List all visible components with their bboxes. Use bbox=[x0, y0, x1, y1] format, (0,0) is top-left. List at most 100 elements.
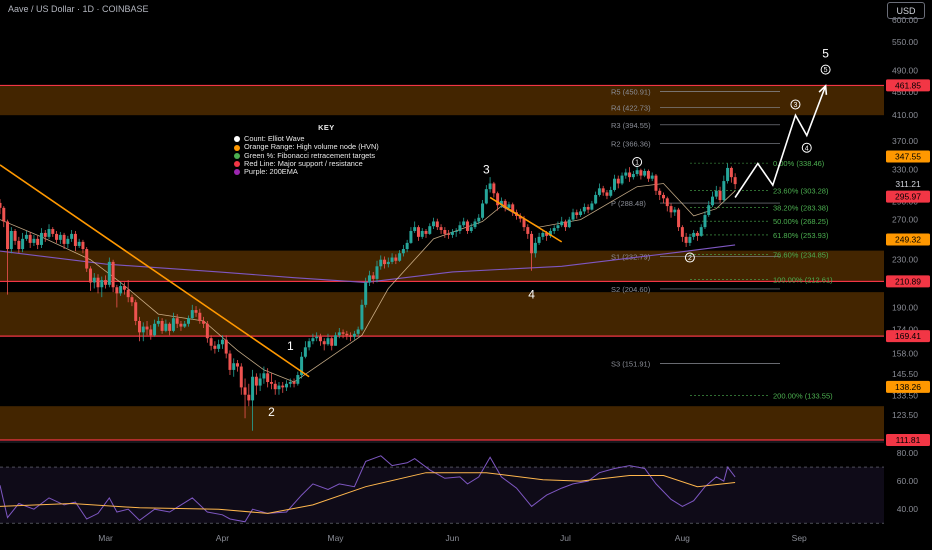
candle bbox=[628, 167, 632, 182]
candle-body bbox=[409, 230, 413, 243]
candle bbox=[665, 196, 669, 212]
candle-body bbox=[92, 277, 96, 283]
candle-body bbox=[416, 227, 420, 237]
candle-body bbox=[662, 194, 666, 199]
candle-body bbox=[729, 167, 733, 178]
price-label-text: 111.81 bbox=[896, 435, 921, 445]
candle bbox=[77, 238, 81, 249]
wave-labels: 1 2 3 4 5 1 2 3 4 5 bbox=[268, 46, 831, 419]
candle-body bbox=[371, 275, 375, 279]
candle-body bbox=[635, 170, 639, 175]
candle-body bbox=[518, 215, 522, 219]
candle bbox=[605, 189, 609, 200]
candle-body bbox=[300, 356, 304, 376]
candle-body bbox=[556, 225, 560, 229]
candle bbox=[205, 320, 209, 343]
candle-body bbox=[356, 329, 360, 334]
candle-body bbox=[96, 277, 100, 288]
candle bbox=[122, 282, 126, 295]
candle-body bbox=[439, 227, 443, 231]
wave-label-circled: 1 bbox=[632, 156, 643, 167]
candle-body bbox=[232, 363, 236, 370]
candle bbox=[360, 299, 364, 331]
rsi-tick-label: 40.00 bbox=[897, 504, 919, 514]
candle bbox=[567, 216, 571, 229]
candle bbox=[383, 256, 387, 269]
candle bbox=[620, 172, 624, 186]
x-tick-label: Jun bbox=[446, 533, 460, 543]
candle-body bbox=[28, 234, 32, 243]
fib-label: 23.60% (303.28) bbox=[773, 187, 829, 196]
candle-body bbox=[21, 238, 25, 250]
candle-body bbox=[669, 206, 673, 213]
candle bbox=[590, 200, 594, 211]
candle-body bbox=[209, 338, 213, 346]
wave-label: 4 bbox=[528, 288, 535, 302]
candle bbox=[582, 203, 586, 215]
currency-button[interactable]: USD bbox=[887, 2, 925, 19]
candle bbox=[55, 230, 59, 243]
candle-body bbox=[243, 387, 247, 395]
candle bbox=[175, 314, 179, 329]
candle bbox=[503, 199, 507, 212]
wave-label: 4 bbox=[805, 145, 809, 152]
candle bbox=[315, 332, 319, 342]
candle-body bbox=[111, 261, 115, 288]
candle-body bbox=[51, 229, 55, 234]
candle bbox=[266, 368, 270, 388]
candle-body bbox=[511, 204, 515, 213]
candle-body bbox=[0, 202, 2, 208]
candle bbox=[194, 306, 198, 317]
y-tick-label: 230.00 bbox=[892, 255, 918, 265]
candle-body bbox=[281, 385, 285, 388]
candle-body bbox=[258, 378, 262, 386]
candle-body bbox=[458, 225, 462, 231]
candle bbox=[356, 326, 360, 337]
candle bbox=[722, 175, 726, 202]
candle bbox=[609, 186, 613, 198]
candle bbox=[141, 322, 145, 342]
candle bbox=[104, 275, 108, 289]
candle bbox=[296, 371, 300, 386]
ema-short-line bbox=[0, 183, 736, 383]
candle bbox=[24, 230, 28, 241]
candle bbox=[488, 177, 492, 193]
x-tick-label: Sep bbox=[792, 533, 807, 543]
pivot-label: S1 (232.79) bbox=[611, 253, 651, 262]
candle bbox=[70, 230, 74, 242]
candle bbox=[51, 227, 55, 237]
candle-body bbox=[692, 232, 696, 237]
candle bbox=[322, 338, 326, 351]
candle bbox=[47, 224, 51, 239]
y-tick-label: 190.00 bbox=[892, 302, 918, 312]
pivot-label: P (288.48) bbox=[611, 199, 646, 208]
fib-label: 38.20% (283.38) bbox=[773, 204, 829, 213]
candle-body bbox=[202, 320, 206, 324]
y-tick-label: 123.50 bbox=[892, 410, 918, 420]
wave-label-circled: 3 bbox=[790, 99, 801, 110]
candle bbox=[337, 328, 341, 339]
x-tick-label: Mar bbox=[98, 533, 113, 543]
candle bbox=[612, 174, 616, 192]
candle bbox=[21, 232, 25, 253]
y-tick-label: 450.00 bbox=[892, 87, 918, 97]
candle-body bbox=[590, 203, 594, 210]
wave-projection bbox=[734, 84, 828, 198]
candle bbox=[473, 218, 477, 230]
candle-body bbox=[462, 221, 466, 226]
legend-dot bbox=[234, 169, 240, 176]
legend-item: Count: Elliot Wave bbox=[234, 134, 379, 143]
candle-body bbox=[2, 207, 6, 222]
candle-body bbox=[77, 241, 81, 246]
candle bbox=[352, 330, 356, 340]
candle bbox=[160, 318, 164, 334]
candle bbox=[405, 239, 409, 253]
candle bbox=[439, 224, 443, 234]
candle-body bbox=[654, 175, 658, 191]
candle-body bbox=[533, 242, 537, 254]
candle bbox=[62, 232, 66, 250]
candle-body bbox=[254, 376, 258, 386]
candle-body bbox=[239, 366, 243, 388]
candle bbox=[115, 284, 119, 308]
